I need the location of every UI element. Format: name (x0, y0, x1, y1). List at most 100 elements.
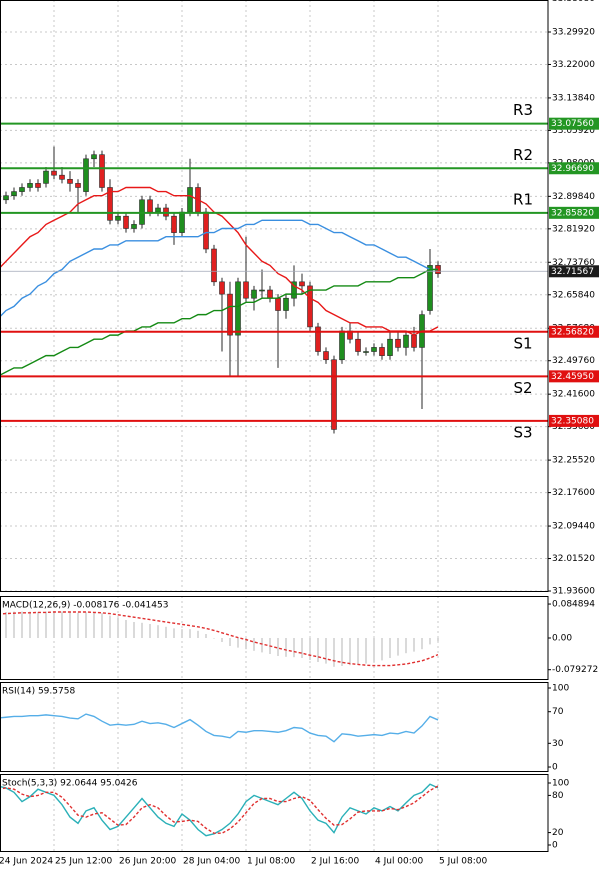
candle-body (227, 293, 233, 336)
candle-body (75, 183, 81, 188)
indicator-line (0, 186, 439, 336)
level-box (549, 206, 599, 219)
y-tick-label: 32.65840 (552, 290, 595, 300)
histogram-bar (197, 630, 199, 638)
level-box (549, 370, 599, 383)
candle-body (147, 199, 153, 213)
candle-body (331, 359, 337, 430)
indicator-label: Stoch(5,3,3) 92.0644 95.0426 (2, 779, 138, 789)
y-tick-label: 33.29920 (552, 27, 595, 37)
candle-body (219, 281, 225, 295)
candle-body (315, 326, 321, 352)
histogram-bar (293, 638, 295, 658)
current-price-box (549, 265, 599, 278)
candle-body (51, 170, 57, 176)
candle-body (427, 265, 433, 311)
y-tick-label: 32.41600 (552, 390, 595, 400)
level-label: 32.35080 (551, 416, 594, 426)
candle-body (187, 187, 193, 213)
x-tick-label: 5 Jul 08:00 (439, 857, 488, 867)
histogram-bar (277, 638, 279, 656)
candle-body (267, 289, 273, 299)
candle-body (99, 154, 105, 188)
y-tick-label: 70 (552, 707, 564, 717)
x-tick-label: 4 Jul 00:00 (375, 857, 424, 867)
candle-body (291, 281, 297, 299)
candle-body (275, 297, 281, 311)
histogram-bar (61, 611, 63, 638)
y-tick-label: 100 (552, 684, 569, 694)
histogram-bar (405, 638, 407, 654)
histogram-bar (325, 638, 327, 664)
histogram-bar (333, 638, 335, 667)
indicator-line (0, 783, 439, 837)
histogram-bar (173, 628, 175, 638)
y-tick-label: 0 (552, 840, 558, 850)
histogram-bar (309, 638, 311, 660)
histogram-bar (165, 626, 167, 638)
panel-frame (0, 774, 549, 852)
histogram-bar (413, 638, 415, 652)
histogram-bar (5, 612, 7, 638)
histogram-bar (125, 620, 127, 638)
level-label: 32.85820 (551, 208, 594, 218)
candle-body (355, 338, 361, 352)
x-tick-label: 25 Jun 12:00 (55, 857, 112, 867)
histogram-bar (69, 612, 71, 638)
histogram-bar (381, 638, 383, 661)
histogram-bar (373, 638, 375, 662)
candle-body (43, 170, 49, 184)
y-tick-label: 31.93600 (552, 587, 595, 597)
indicator-label: MACD(12,26,9) -0.008176 -0.041453 (2, 601, 168, 611)
indicator-line (0, 713, 439, 743)
histogram-bar (421, 638, 423, 650)
level-label: 32.56820 (551, 327, 594, 337)
histogram-bar (117, 618, 119, 638)
candle-body (395, 338, 401, 348)
candle-body (155, 207, 161, 213)
panel-frame (0, 682, 549, 772)
histogram-bar (437, 638, 439, 642)
candle-body (299, 281, 305, 287)
candle-body (115, 215, 121, 221)
histogram-bar (317, 638, 319, 662)
indicator-line (0, 219, 438, 318)
panel-plot (0, 713, 439, 743)
level-box (549, 325, 599, 338)
histogram-bar (133, 622, 135, 638)
y-tick-label: 32.89840 (552, 192, 595, 202)
candle-body (403, 334, 409, 348)
panel-plot (0, 31, 548, 592)
candle-body (91, 154, 97, 160)
histogram-bar (285, 638, 287, 657)
y-tick-label: 33.22000 (552, 60, 595, 70)
y-tick-label: 33.13840 (552, 93, 595, 103)
candle-body (179, 211, 185, 233)
candle-body (387, 338, 393, 356)
histogram-bar (365, 638, 367, 664)
candle-body (379, 347, 385, 356)
current-price-label: 32.71567 (551, 267, 594, 277)
x-tick-label: 28 Jun 04:00 (183, 857, 240, 867)
histogram-bar (157, 625, 159, 638)
level-label: 32.45950 (551, 372, 594, 382)
indicator-line (0, 785, 439, 834)
candle-body (363, 351, 369, 353)
histogram-bar (429, 638, 431, 645)
y-tick-label: 0.084894 (552, 600, 595, 610)
level-label: 33.07560 (551, 119, 594, 129)
candle-body (3, 195, 9, 201)
y-tick-label: 20 (552, 828, 564, 838)
histogram-bar (21, 611, 23, 638)
y-tick-label: 32.81920 (552, 224, 595, 234)
candle-body (11, 191, 17, 196)
x-tick-label: 24 Jun 2024 (0, 857, 53, 867)
histogram-bar (205, 634, 207, 638)
candle-body (411, 334, 417, 348)
candle-body (283, 297, 289, 311)
histogram-bar (253, 638, 255, 651)
histogram-bar (77, 612, 79, 638)
y-tick-label: 0 (552, 763, 558, 773)
